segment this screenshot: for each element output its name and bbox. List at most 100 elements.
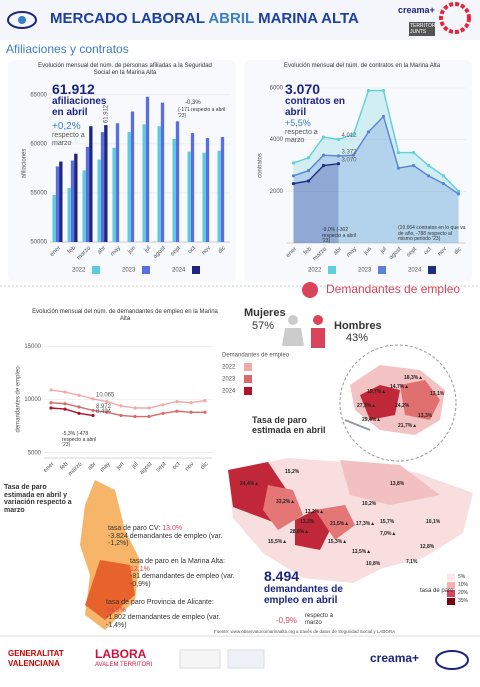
x-tick-label: jul bbox=[143, 245, 152, 254]
data-label: 3.070 bbox=[342, 157, 358, 163]
map-area bbox=[295, 510, 330, 550]
map-label: 24,2% bbox=[395, 403, 410, 409]
legend-swatch bbox=[447, 574, 455, 581]
point bbox=[105, 400, 109, 404]
bar bbox=[160, 102, 165, 242]
y-axis-label: afiliaciones bbox=[22, 149, 28, 179]
map-area bbox=[263, 485, 303, 530]
x-tick-label: feb bbox=[303, 246, 314, 257]
map-label: 15,5%▲ bbox=[268, 539, 288, 545]
x-tick-label: jun bbox=[126, 245, 137, 256]
area-fill bbox=[293, 116, 459, 243]
point bbox=[77, 411, 81, 415]
chart-title: Evolución mensual del núm. de personas a… bbox=[38, 63, 212, 76]
y-tick-label: 2000 bbox=[270, 189, 284, 195]
point bbox=[291, 181, 296, 186]
chart-title: Evolución mensual del núm. de demandante… bbox=[32, 309, 218, 322]
legend-swatch bbox=[428, 266, 436, 274]
annotation: -5,3% (-478 respecto a abril '23) bbox=[62, 431, 97, 448]
map-label: 13,5%▲ bbox=[352, 549, 372, 555]
point bbox=[203, 410, 207, 414]
point bbox=[291, 174, 296, 178]
legend-label: 5% bbox=[458, 574, 466, 580]
bar bbox=[82, 170, 86, 242]
logo-text: JUNTS bbox=[410, 29, 427, 35]
bar bbox=[217, 150, 221, 242]
point bbox=[77, 405, 81, 409]
point bbox=[63, 407, 67, 411]
footer-logo: VALENCIANA bbox=[8, 659, 60, 668]
chart-title: Evolución mensual del núm. de contratos … bbox=[283, 63, 441, 69]
bar bbox=[55, 166, 60, 242]
left-item: tasa de paro Provincia de Alicante: 14,9… bbox=[106, 599, 226, 630]
map-label: 13,1% bbox=[430, 391, 445, 397]
legend-label: 2022 bbox=[72, 268, 86, 274]
bar bbox=[175, 121, 180, 242]
bar bbox=[100, 132, 105, 242]
line bbox=[293, 89, 460, 192]
footer-logo: creama+ bbox=[370, 651, 420, 665]
line bbox=[50, 389, 206, 409]
bar bbox=[59, 161, 63, 242]
left-item: tasa de paro CV: 13,0% -3.824 demandantes… bbox=[108, 525, 228, 548]
x-tick-label: jul bbox=[379, 246, 388, 255]
man-icon bbox=[311, 328, 325, 348]
annotation: 61.912 bbox=[52, 81, 95, 97]
point bbox=[63, 402, 67, 406]
map-label: 14,7%▲ bbox=[390, 384, 410, 390]
point bbox=[119, 404, 123, 408]
point bbox=[119, 413, 123, 418]
x-tick-label: ener bbox=[43, 461, 56, 474]
eye-logo bbox=[7, 11, 37, 29]
point bbox=[189, 401, 193, 405]
map-label: 13,8% bbox=[390, 481, 405, 487]
item-rate: 14,9% bbox=[106, 606, 126, 614]
point bbox=[91, 413, 95, 418]
point bbox=[456, 192, 461, 196]
title-part: ABRIL bbox=[208, 10, 254, 27]
point bbox=[291, 161, 296, 165]
point bbox=[91, 408, 95, 413]
map-label: 13,3% bbox=[300, 519, 315, 525]
x-tick-label: nov bbox=[184, 461, 195, 472]
legend-swatch bbox=[447, 598, 455, 605]
data-label: 3.372 bbox=[342, 149, 358, 155]
legend-swatch bbox=[328, 266, 336, 274]
point bbox=[396, 150, 401, 155]
point bbox=[77, 393, 81, 397]
map-label: 28,6%▲ bbox=[290, 529, 310, 535]
annotation: afiliaciones en abril bbox=[52, 96, 107, 118]
bar bbox=[74, 153, 78, 242]
logo-text: TERRITORI bbox=[410, 23, 437, 29]
sepe-logo bbox=[227, 649, 265, 669]
y-tick-label: 65000 bbox=[30, 92, 47, 98]
point bbox=[161, 403, 165, 407]
point bbox=[321, 135, 326, 139]
x-tick-label: oct bbox=[187, 245, 197, 255]
map-label: 10,8% bbox=[366, 561, 381, 567]
x-tick-label: dic bbox=[200, 461, 210, 471]
item-rate: 13,0% bbox=[162, 525, 183, 532]
annotation: +0,2% bbox=[52, 121, 81, 132]
legend-swatch bbox=[244, 363, 252, 371]
gender-label: Mujeres bbox=[244, 307, 286, 319]
point bbox=[49, 401, 53, 405]
data-label: 10.065 bbox=[96, 392, 115, 398]
point bbox=[411, 150, 416, 155]
summary-change: -0,9% bbox=[276, 616, 297, 625]
point bbox=[456, 189, 461, 193]
x-tick-label: may bbox=[99, 461, 111, 473]
gender-label: Hombres bbox=[334, 320, 382, 332]
line bbox=[50, 401, 205, 418]
map-label: 7,1% bbox=[406, 559, 418, 565]
point bbox=[336, 154, 341, 158]
zoom-arrow bbox=[344, 419, 371, 431]
bar bbox=[172, 138, 176, 242]
annotation: (-171 respecto a abril '23) bbox=[178, 107, 226, 119]
junts-logo bbox=[409, 22, 435, 36]
point bbox=[426, 174, 431, 178]
woman-icon bbox=[288, 315, 298, 325]
point bbox=[306, 156, 311, 160]
bar bbox=[202, 152, 206, 242]
title-part: MARINA ALTA bbox=[258, 10, 359, 27]
